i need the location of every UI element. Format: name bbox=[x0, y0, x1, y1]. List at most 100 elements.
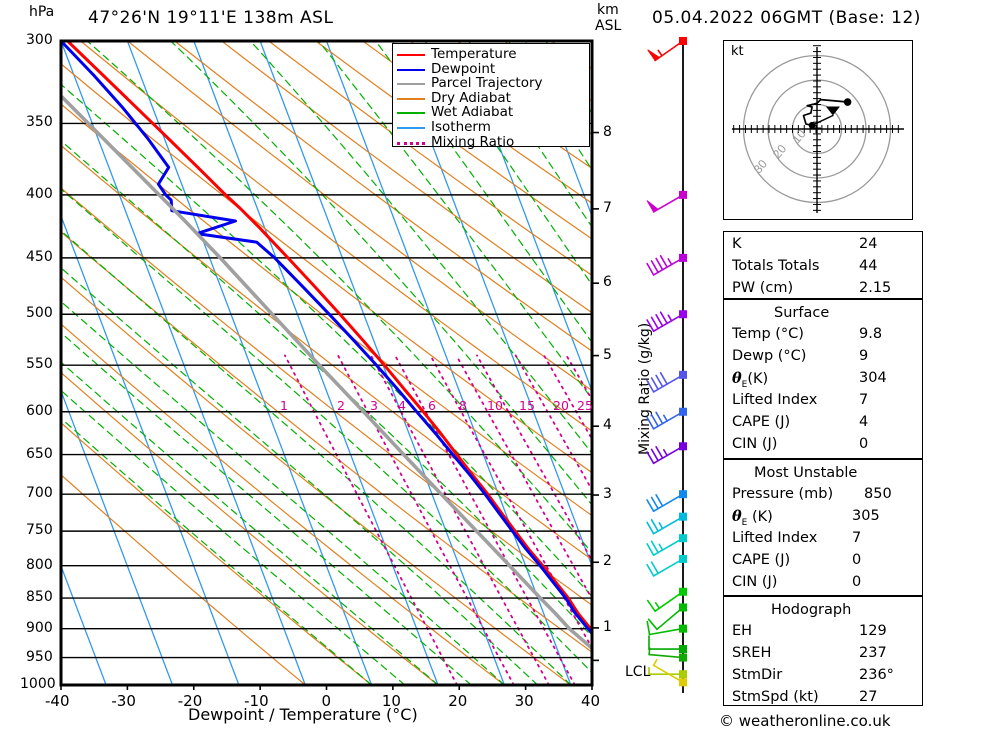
surface-panel: Surface Temp (°C) 9.8 Dewp (°C) 9 θE(K) 304 Li… bbox=[723, 299, 923, 459]
height-unit-label-km: km bbox=[597, 2, 619, 18]
mixing-ratio-label: 1 bbox=[280, 398, 288, 413]
legend-swatch bbox=[397, 68, 425, 71]
pressure-tick-label: 400 bbox=[26, 185, 53, 202]
legend-box: Temperature Dewpoint Parcel Trajectory Dry … bbox=[392, 43, 590, 150]
temperature-tick-label: -30 bbox=[111, 692, 136, 710]
most-unstable-panel: Most Unstable Pressure (mb) 850 θE (K) 305 L… bbox=[723, 459, 923, 596]
index-label: Totals Totals bbox=[732, 258, 820, 274]
hodograph-ring-label: 30 bbox=[751, 157, 771, 176]
index-value: 305 bbox=[852, 508, 880, 524]
index-value: 7 bbox=[852, 530, 862, 546]
legend-item: Wet Adiabat bbox=[393, 105, 589, 120]
index-label: SREH bbox=[732, 645, 772, 661]
legend-label: Mixing Ratio bbox=[431, 133, 515, 150]
index-label: CAPE (J) bbox=[732, 552, 791, 568]
index-label: PW (cm) bbox=[732, 280, 794, 296]
index-label: CIN (J) bbox=[732, 574, 778, 590]
legend-item: Temperature bbox=[393, 47, 589, 62]
index-label: θE(K) bbox=[732, 370, 769, 390]
legend-label: Wet Adiabat bbox=[431, 104, 514, 121]
x-axis-title: Dewpoint / Temperature (°C) bbox=[188, 705, 418, 724]
pressure-tick-label: 500 bbox=[26, 305, 53, 322]
index-label: Lifted Index bbox=[732, 392, 818, 408]
index-value: 27 bbox=[859, 689, 878, 705]
pressure-tick-label: 1000 bbox=[20, 676, 56, 692]
hodograph-stats-heading: Hodograph bbox=[771, 602, 852, 618]
legend-item: Isotherm bbox=[393, 120, 589, 135]
height-tick-label: 7 bbox=[603, 199, 612, 216]
mixing-ratio-label: 25 bbox=[577, 398, 593, 413]
pressure-tick-label: 950 bbox=[26, 648, 53, 665]
surface-heading: Surface bbox=[774, 305, 830, 321]
index-value: 7 bbox=[859, 392, 869, 408]
legend-label: Dewpoint bbox=[431, 60, 496, 77]
mixing-ratio-label: 15 bbox=[519, 398, 535, 413]
index-label: Pressure (mb) bbox=[732, 486, 834, 502]
height-tick-label: 6 bbox=[603, 274, 612, 291]
copyright-label: © weatheronline.co.uk bbox=[719, 712, 891, 730]
temperature-tick-label: 40 bbox=[581, 692, 601, 710]
legend-label: Temperature bbox=[431, 46, 517, 62]
pressure-tick-label: 650 bbox=[26, 445, 53, 462]
pressure-tick-label: 350 bbox=[26, 114, 53, 131]
index-value: 9 bbox=[859, 348, 869, 364]
pressure-tick-label: 600 bbox=[26, 402, 53, 419]
pressure-tick-label: 550 bbox=[26, 356, 53, 373]
height-unit-label-asl: ASL bbox=[595, 18, 622, 34]
temperature-tick-label: 0 bbox=[321, 692, 332, 710]
wind-barb-column bbox=[646, 37, 687, 693]
hodograph-ring-label: 20 bbox=[770, 142, 790, 161]
height-tick-label: 5 bbox=[603, 346, 612, 363]
legend-label: Isotherm bbox=[431, 118, 491, 135]
legend-label: Dry Adiabat bbox=[431, 89, 511, 106]
height-tick-label: 2 bbox=[603, 553, 612, 570]
pressure-tick-label: 800 bbox=[26, 556, 53, 573]
index-value: 9.8 bbox=[859, 326, 883, 342]
index-label: Dewp (°C) bbox=[732, 348, 807, 364]
legend-swatch bbox=[397, 83, 425, 86]
hodograph-stats-panel: Hodograph EH 129 SREH 237 StmDir 236° StmSpd (… bbox=[723, 596, 923, 706]
index-value: 0 bbox=[859, 436, 869, 452]
index-value: 4 bbox=[859, 414, 869, 430]
pressure-tick-label: 750 bbox=[26, 522, 53, 539]
index-value: 0 bbox=[852, 552, 862, 568]
hodograph-panel: 10 20 30 bbox=[723, 40, 913, 220]
mixing-ratio-label: 10 bbox=[487, 398, 503, 413]
stability-indices-panel: K 24 Totals Totals 44 PW (cm) 2.15 bbox=[723, 231, 923, 299]
index-value: 0 bbox=[852, 574, 862, 590]
sounding-curves bbox=[61, 41, 592, 651]
plot-background bbox=[61, 41, 592, 685]
skewt-diagram bbox=[59, 39, 599, 690]
pressure-tick-label: 300 bbox=[26, 32, 53, 48]
index-label: StmDir bbox=[732, 667, 783, 683]
legend-item: Dewpoint bbox=[393, 60, 589, 77]
index-label: CIN (J) bbox=[732, 436, 778, 452]
index-label: StmSpd (kt) bbox=[732, 689, 819, 705]
mixing-ratio-label: 3 bbox=[370, 398, 378, 413]
index-value: 237 bbox=[859, 645, 887, 661]
pressure-tick-label: 700 bbox=[26, 485, 53, 502]
legend-swatch bbox=[397, 54, 425, 56]
pressure-tick-label: 850 bbox=[26, 589, 53, 606]
lcl-label: LCL bbox=[625, 664, 651, 680]
index-value: 850 bbox=[864, 486, 892, 502]
most-unstable-heading: Most Unstable bbox=[754, 465, 858, 481]
mixing-ratio-label: 20 bbox=[553, 398, 569, 413]
index-value: 44 bbox=[859, 258, 878, 274]
hodograph-unit-label: kt bbox=[731, 44, 744, 59]
height-tick-label: 8 bbox=[603, 123, 612, 140]
mixing-ratio-label: 8 bbox=[459, 398, 467, 413]
index-label: EH bbox=[732, 623, 753, 639]
legend-label: Parcel Trajectory bbox=[431, 75, 543, 92]
index-value: 236° bbox=[859, 667, 894, 683]
legend-swatch bbox=[397, 126, 425, 129]
station-title: 47°26'N 19°11'E 138m ASL bbox=[88, 8, 334, 28]
legend-swatch bbox=[397, 97, 425, 100]
mixing-ratio-label: 4 bbox=[398, 398, 406, 413]
legend-swatch bbox=[397, 141, 425, 145]
height-tick-label: 1 bbox=[603, 618, 612, 635]
date-title: 05.04.2022 06GMT (Base: 12) bbox=[652, 8, 921, 28]
index-value: 304 bbox=[859, 370, 887, 386]
